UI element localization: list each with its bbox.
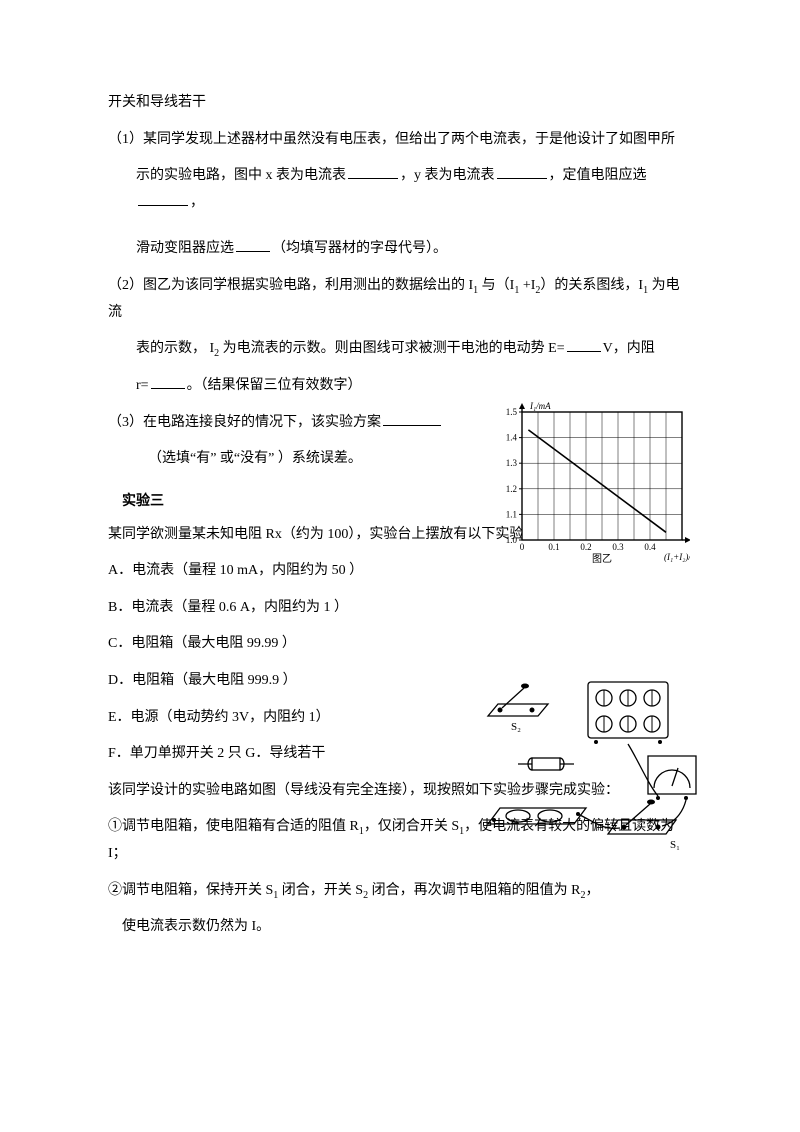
blank-y[interactable] bbox=[497, 164, 547, 179]
svg-text:0.4: 0.4 bbox=[644, 542, 656, 552]
q2-line2: 表的示数， I2 为电流表的示数。则由图线可求被测干电池的电动势 E=V，内阻 bbox=[108, 336, 692, 363]
q2-l3b: 。（结果保留三位有效数字） bbox=[187, 378, 362, 393]
q1-l2d: ， bbox=[190, 195, 204, 210]
s1a: ①调节电阻箱，使电阻箱有合适的阻值 R bbox=[108, 819, 359, 834]
step2: ②调节电阻箱，保持开关 S1 闭合，开关 S2 闭合，再次调节电阻箱的阻值为 R… bbox=[108, 878, 692, 905]
q1-line2: 示的实验电路，图中 x 表为电流表 ，y 表为电流表 ，定值电阻应选 ， bbox=[108, 163, 692, 216]
blank-emf[interactable] bbox=[567, 337, 601, 352]
blank-r0[interactable] bbox=[138, 190, 188, 205]
svg-text:1.4: 1.4 bbox=[506, 433, 518, 443]
q1-line3: 滑动变阻器应选 （均填写器材的字母代号）。 bbox=[108, 236, 692, 263]
q2-l2c: V，内阻 bbox=[603, 341, 655, 356]
s2a: ②调节电阻箱，保持开关 S bbox=[108, 883, 273, 898]
q2-line1: （2）图乙为该同学根据实验电路，利用测出的数据绘出的 I1 与（I1 +I2）的… bbox=[108, 273, 692, 326]
svg-text:图乙: 图乙 bbox=[592, 553, 612, 565]
blank-slider[interactable] bbox=[236, 237, 270, 252]
blank-r[interactable] bbox=[151, 374, 185, 389]
svg-text:0.2: 0.2 bbox=[580, 542, 591, 552]
step2-line2: 使电流表示数仍然为 I。 bbox=[108, 914, 692, 941]
line-chart: 1.0 1.1 1.2 1.3 1.4 1.5 0 0.1 0.2 0.3 0.4 I₁/mA (I₁+… bbox=[490, 398, 690, 568]
q1-l2c: ，定值电阻应选 bbox=[549, 168, 647, 183]
item-c: C．电阻箱（最大电阻 99.99 ） bbox=[108, 631, 692, 658]
svg-text:1.2: 1.2 bbox=[506, 484, 517, 494]
svg-text:1.3: 1.3 bbox=[506, 458, 518, 468]
svg-text:1.0: 1.0 bbox=[506, 535, 518, 545]
item-b: B．电流表（量程 0.6 A，内阻约为 1 ） bbox=[108, 595, 692, 622]
svg-text:S₁: S₁ bbox=[670, 839, 680, 851]
q1-l3b: （均填写器材的字母代号）。 bbox=[272, 241, 447, 256]
q2-l2a: 表的示数， I bbox=[136, 341, 214, 356]
graph-figure: 1.0 1.1 1.2 1.3 1.4 1.5 0 0.1 0.2 0.3 0.4 I₁/mA (I₁+… bbox=[490, 398, 690, 568]
q1-line1: （1）某同学发现上述器材中虽然没有电压表，但给出了两个电流表，于是他设计了如图甲… bbox=[108, 127, 692, 154]
s1b: ，仅闭合开关 S bbox=[364, 819, 459, 834]
q2-l2b: 为电流表的示数。则由图线可求被测干电池的电动势 E= bbox=[219, 341, 564, 356]
q1-l3a: 滑动变阻器应选 bbox=[136, 241, 234, 256]
svg-text:0.1: 0.1 bbox=[548, 542, 559, 552]
q2-l1b: 与（I bbox=[478, 278, 514, 293]
q2-line3: r= 。（结果保留三位有效数字） bbox=[108, 373, 692, 400]
q2-l3a: r= bbox=[136, 378, 149, 393]
q2-l1c: +I bbox=[519, 278, 535, 293]
svg-text:S₂: S₂ bbox=[511, 721, 521, 733]
q3-line1: （3）在电路连接良好的情况下，该实验方案 bbox=[108, 410, 458, 437]
blank-sys[interactable] bbox=[383, 410, 441, 425]
circuit-diagram: S₂ S₁ bbox=[478, 674, 700, 854]
svg-text:I₁/mA: I₁/mA bbox=[529, 401, 551, 411]
q2-l1d: ）的关系图线，I bbox=[540, 278, 643, 293]
s2d: ， bbox=[585, 883, 599, 898]
q3-l1: （3）在电路连接良好的情况下，该实验方案 bbox=[108, 415, 381, 430]
q2-l1a: （2）图乙为该同学根据实验电路，利用测出的数据绘出的 I bbox=[108, 278, 473, 293]
blank-x[interactable] bbox=[348, 164, 398, 179]
svg-text:0.3: 0.3 bbox=[612, 542, 624, 552]
s2b: 闭合，开关 S bbox=[278, 883, 363, 898]
svg-text:(I₁+I₂)/A: (I₁+I₂)/A bbox=[664, 552, 690, 562]
svg-text:1.5: 1.5 bbox=[506, 407, 518, 417]
q1-l2b: ，y 表为电流表 bbox=[400, 168, 495, 183]
s2c: 闭合，再次调节电阻箱的阻值为 R bbox=[368, 883, 580, 898]
q3-line2: （选填“有” 或“没有” ）系统误差。 bbox=[108, 446, 458, 473]
equipment-figure: S₂ S₁ bbox=[478, 674, 700, 854]
svg-text:0: 0 bbox=[520, 542, 525, 552]
intro-text: 开关和导线若干 bbox=[108, 90, 692, 117]
svg-text:1.1: 1.1 bbox=[506, 509, 517, 519]
q1-l2a: 示的实验电路，图中 x 表为电流表 bbox=[136, 168, 346, 183]
